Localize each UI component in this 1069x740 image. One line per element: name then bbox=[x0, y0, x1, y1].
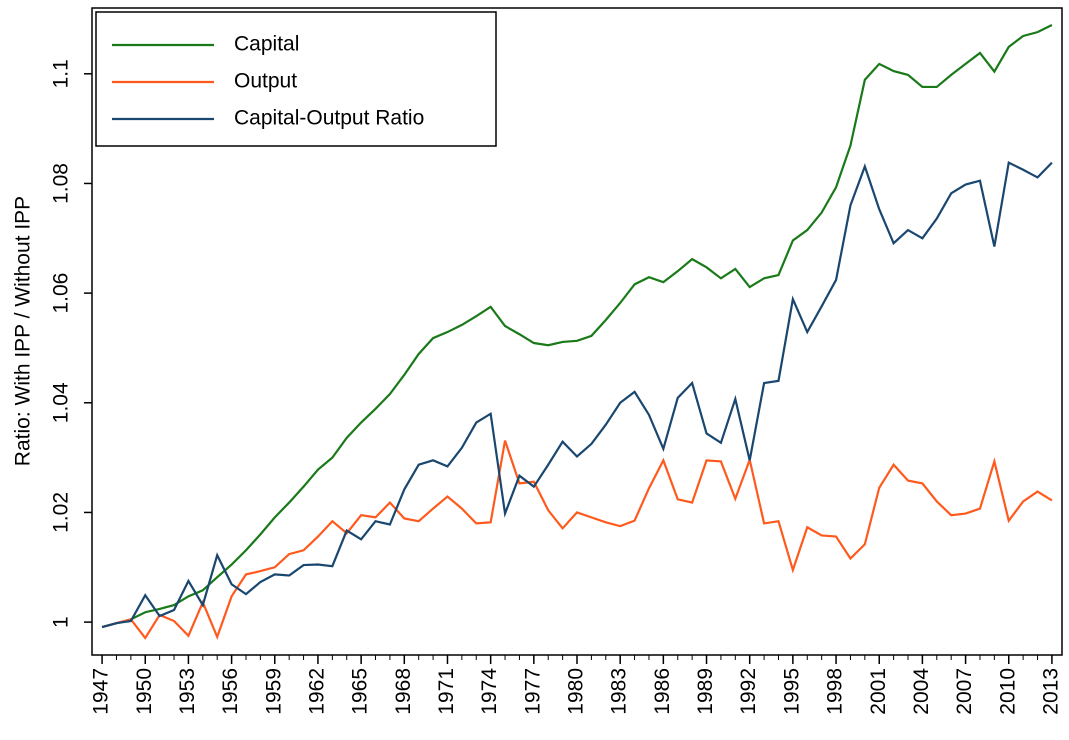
x-tick-label: 1989 bbox=[694, 668, 717, 715]
y-tick-label: 1.04 bbox=[50, 382, 73, 423]
y-tick-label: 1.06 bbox=[50, 273, 73, 314]
x-tick-label: 1983 bbox=[608, 668, 631, 715]
y-tick-label: 1.1 bbox=[50, 59, 73, 88]
x-tick-label: 1977 bbox=[521, 668, 544, 715]
x-tick-label: 1974 bbox=[478, 668, 501, 715]
x-tick-label: 2013 bbox=[1039, 668, 1062, 715]
legend-label: Output bbox=[234, 70, 297, 93]
x-tick-label: 1956 bbox=[219, 668, 242, 715]
series-line bbox=[101, 440, 1053, 640]
legend-label: Capital-Output Ratio bbox=[234, 107, 424, 130]
x-tick-label: 1980 bbox=[565, 668, 588, 715]
x-tick-label: 2010 bbox=[996, 668, 1019, 715]
x-tick-label: 1971 bbox=[435, 668, 458, 715]
x-tick-label: 1998 bbox=[824, 668, 847, 715]
x-tick-label: 1992 bbox=[737, 668, 760, 715]
x-tick-label: 1986 bbox=[651, 668, 674, 715]
series-line bbox=[101, 160, 1053, 629]
y-axis-label: Ratio: With IPP / Without IPP bbox=[12, 196, 35, 466]
x-tick-label: 2007 bbox=[953, 668, 976, 715]
x-tick-label: 1968 bbox=[392, 668, 415, 715]
x-tick-label: 1950 bbox=[133, 668, 156, 715]
y-tick-label: 1 bbox=[50, 616, 73, 628]
x-tick-label: 1962 bbox=[305, 668, 328, 715]
x-tick-label: 1953 bbox=[176, 668, 199, 715]
x-tick-label: 1947 bbox=[90, 668, 113, 715]
series-line bbox=[101, 24, 1053, 629]
x-tick-label: 1965 bbox=[349, 668, 372, 715]
y-tick-label: 1.08 bbox=[50, 163, 73, 204]
legend-label: Capital bbox=[234, 33, 299, 56]
x-tick-label: 1995 bbox=[780, 668, 803, 715]
x-tick-label: 1959 bbox=[262, 668, 285, 715]
x-tick-label: 2004 bbox=[910, 668, 933, 715]
legend-box bbox=[95, 11, 497, 147]
x-tick-label: 2001 bbox=[867, 668, 890, 715]
y-tick-label: 1.02 bbox=[50, 492, 73, 533]
